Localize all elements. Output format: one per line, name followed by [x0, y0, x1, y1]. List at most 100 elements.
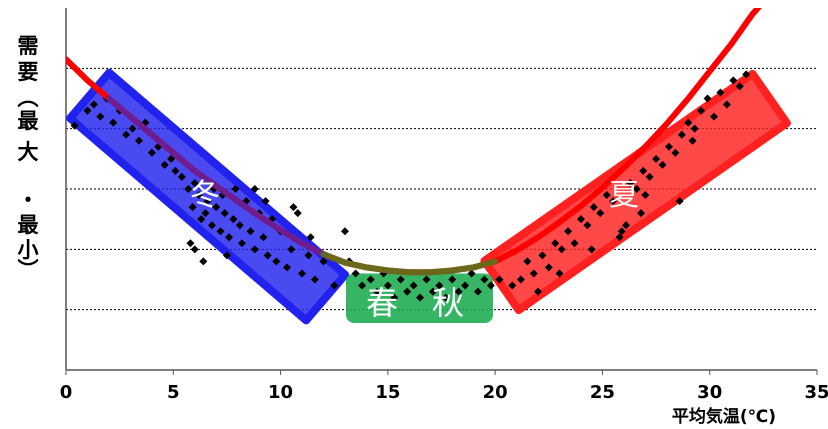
data-point [523, 257, 532, 266]
data-point [134, 136, 143, 145]
data-point [596, 209, 605, 218]
data-point [637, 209, 646, 218]
data-point [467, 269, 476, 278]
y-axis-label-char: 需 [17, 34, 39, 58]
data-point [589, 203, 598, 212]
data-point [237, 239, 246, 248]
data-point [428, 287, 437, 296]
data-point [722, 100, 731, 109]
y-axis-label-char: ・ [17, 188, 39, 212]
y-axis-label-char: 要 [17, 60, 39, 84]
data-point [688, 136, 697, 145]
data-point [495, 275, 504, 284]
data-point [652, 154, 661, 163]
data-point [70, 121, 79, 130]
data-point [190, 178, 199, 187]
data-point [454, 287, 463, 296]
data-point [557, 245, 566, 254]
data-point [508, 281, 517, 290]
y-axis-label-char: ︶ [17, 258, 39, 282]
data-point [289, 203, 298, 212]
autumn-label: 秋 [432, 284, 464, 322]
data-point [197, 215, 206, 224]
data-point [658, 160, 667, 169]
data-point [304, 251, 313, 260]
data-point [330, 281, 339, 290]
data-point [225, 233, 234, 242]
data-point [609, 197, 618, 206]
fit-curve-winter [105, 95, 327, 258]
data-point [697, 106, 706, 115]
data-point [231, 185, 240, 193]
data-point [167, 154, 176, 163]
data-point [602, 191, 611, 200]
data-point [486, 281, 495, 290]
data-point [229, 215, 238, 224]
data-point [675, 197, 684, 206]
data-point [222, 251, 231, 260]
data-point [199, 257, 208, 266]
y-axis-label-char: 大 [17, 140, 39, 164]
data-point [615, 233, 624, 242]
data-point [259, 233, 268, 242]
data-point [703, 94, 712, 103]
data-point [742, 70, 751, 79]
data-point [435, 281, 444, 290]
data-point [246, 227, 255, 236]
data-point [684, 118, 693, 127]
data-point [473, 287, 482, 296]
data-point [735, 82, 744, 91]
data-point [544, 263, 553, 272]
data-point [250, 185, 259, 193]
data-point [122, 130, 131, 139]
x-tick-label: 0 [60, 382, 73, 403]
data-point [261, 197, 270, 206]
data-point [186, 239, 195, 248]
data-point [396, 275, 405, 284]
x-axis-label: 平均気温(℃) [671, 407, 776, 427]
data-point [272, 257, 281, 266]
data-point [96, 112, 105, 121]
y-axis-label-char: ︵ [17, 86, 39, 110]
data-point [160, 160, 169, 169]
data-point [201, 209, 210, 218]
spring-label: 春 [366, 284, 398, 322]
x-tick-label: 20 [483, 382, 508, 403]
x-tick-label: 30 [697, 382, 722, 403]
data-point [358, 281, 367, 290]
data-point [564, 227, 573, 236]
data-point [587, 245, 596, 254]
summer-label: 夏 [609, 178, 639, 213]
data-point [645, 172, 654, 181]
data-point [551, 239, 560, 248]
data-point [422, 275, 431, 284]
data-point [626, 178, 635, 187]
data-point [416, 293, 425, 302]
data-point [641, 191, 650, 200]
data-point [632, 185, 641, 193]
data-point [716, 88, 725, 97]
y-axis-label-char: 最 [17, 213, 39, 237]
data-point [366, 275, 375, 284]
data-point [83, 106, 92, 115]
data-point [89, 100, 98, 109]
data-point [203, 197, 212, 206]
data-point [188, 203, 197, 212]
data-point [220, 209, 229, 218]
fit-curve-mid [320, 251, 499, 276]
data-point [340, 227, 349, 236]
data-point [195, 191, 204, 200]
data-point [576, 215, 585, 224]
data-point [373, 287, 382, 296]
data-point [403, 287, 412, 296]
data-point [622, 221, 631, 230]
data-point [555, 269, 564, 278]
data-point [177, 172, 186, 181]
data-point [212, 203, 221, 212]
y-axis-label-char: 小 [17, 238, 39, 262]
data-point [534, 287, 543, 296]
data-point [250, 245, 259, 254]
data-point [109, 118, 118, 127]
data-point [448, 275, 457, 284]
